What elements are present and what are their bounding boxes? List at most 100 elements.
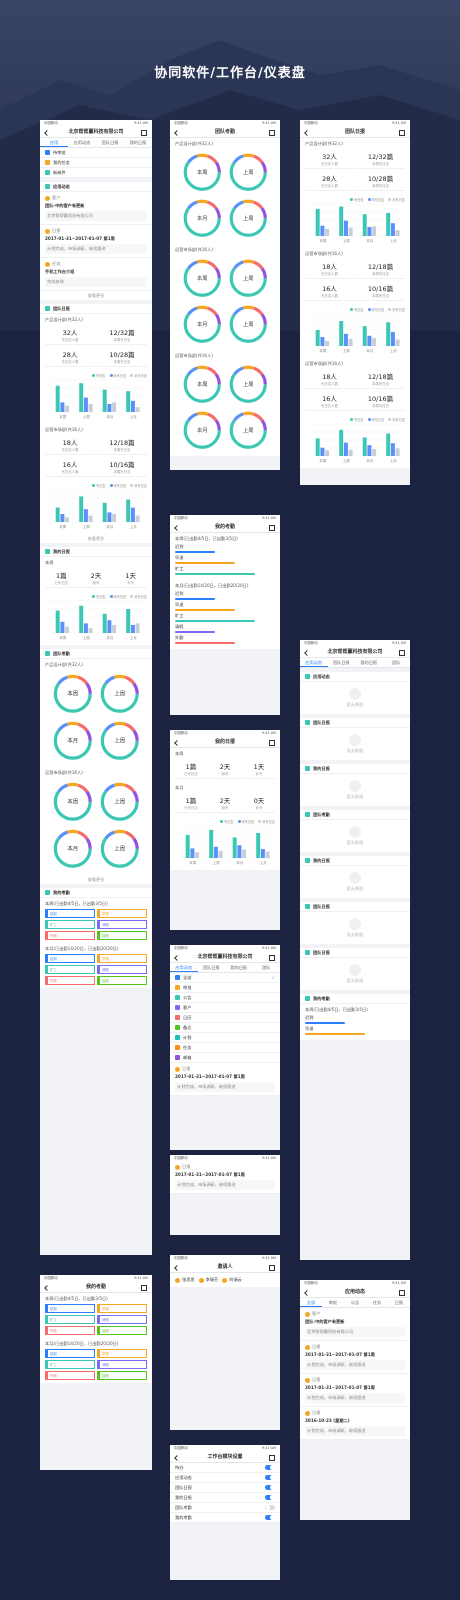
legend-label: 写日志 [223,820,234,824]
bar [386,212,391,236]
progress-item: 外勤 [175,635,275,644]
filter-item[interactable]: 审批 [170,983,280,993]
stat-label: 写日志人数 [321,272,338,276]
tab[interactable]: 我的日报 [360,660,378,665]
tab[interactable]: 团队 [392,660,401,665]
section-icon [305,766,310,771]
filter-item[interactable]: 日历 [170,1013,280,1023]
tab[interactable]: 团队日报 [332,660,350,665]
tab[interactable]: 应用动态 [300,658,328,667]
tag: 迟到 [45,1304,95,1313]
feed-text: 北京帮帮赢科技有限公司 [45,211,147,221]
bar [390,331,395,346]
empty-state: 暂无数据 [300,866,410,898]
filter-label: 邮箱 [183,1054,192,1060]
carrier: 中国移动 [44,121,58,125]
nav-bar: 邀请人 [170,1261,280,1273]
filter-item[interactable]: 任务 [170,1043,280,1053]
legend-item: 未写日志 [237,819,255,824]
tab[interactable]: 全部 [300,1298,322,1307]
progress-block: 本周(已出勤4/5日，已出勤3/5日) 迟到 早退 [300,1004,410,1040]
tab[interactable]: 公告 [350,1300,360,1305]
toggle-switch[interactable] [265,1464,275,1471]
toggle-switch[interactable] [265,1494,275,1501]
tab[interactable]: 审批 [328,1300,338,1305]
clock: 9:41 AM [262,516,276,520]
more-link[interactable]: 查看更多 [40,875,152,884]
legend-label: 未写日志 [241,820,255,824]
clock: 9:41 AM [262,121,276,125]
tab[interactable]: 任务 [372,1300,382,1305]
progress-label: 请假 [175,624,184,629]
toggle-switch[interactable] [265,1474,275,1481]
more-link[interactable]: 查看更多 [40,534,152,543]
stat: 28人 写日志人数 [305,171,354,191]
tab[interactable]: 我的日报 [129,140,147,145]
filter-item[interactable]: 邮箱 [170,1053,280,1063]
progress-caption: 本月(已出勤14/20日，已出勤20/20日) [175,583,249,588]
legend-item: 未写日志 [367,417,384,422]
menu-item[interactable]: 待审批 [40,148,152,158]
progress-caption: 本周(已出勤4/5日，已出勤3/5日) [305,1007,368,1012]
donut: 上周 [229,365,267,403]
tab[interactable]: 应用 [40,138,68,147]
contact-name: 李瑞芬 [205,1277,219,1282]
tag-block: 本周(已出勤4/5日，已出勤3/5日) 迟到 早退 旷工 请假 外勤 加班 [40,898,152,943]
toggle-switch[interactable] [265,1504,275,1511]
tag: 旷工 [45,1315,95,1324]
tab[interactable]: 团队日报 [202,965,220,970]
x-tick-label: 本月 [366,348,373,353]
tag: 早退 [97,1304,147,1313]
tab[interactable]: 日报 [394,1300,404,1305]
empty-state: 暂无数据 [300,728,410,760]
phone-screen: 中国移动 9:41 AM 我的考勤 本周(已出勤4/5日，已出勤3/5日) 迟到 早退 旷工… [170,515,280,715]
donut-caption: 产品设计部(共32人) [45,662,83,667]
carrier: 中国移动 [174,731,188,735]
section-header: 应用动态 [300,672,410,682]
filter-item[interactable]: 公告 [170,993,280,1003]
tab[interactable]: 团队日报 [101,140,119,145]
legend-swatch [349,418,353,421]
stat-label: 写日志人数 [321,184,338,188]
tab[interactable]: 团队 [262,965,271,970]
tab[interactable]: 应用动态 [73,140,91,145]
toggle-switch[interactable] [265,1484,275,1491]
section-icon [305,950,310,955]
progress-item: 迟到 [175,544,275,553]
stats-block: 产品设计部(共32人) 32人 写日志人数 12/32篇 本周写日志 28人 写日志人数 10… [40,314,152,370]
donut-label: 上周 [242,319,253,327]
filter-item[interactable]: 计划 [170,1033,280,1043]
menu-item[interactable]: 我的任务 [40,158,152,168]
filter-item[interactable]: 客户 [170,1003,280,1013]
donut-block: 产品设计部(共32人) 本周 上周 本月 上周 [40,659,152,767]
tab[interactable]: 我的日报 [230,965,248,970]
empty-text: 暂无数据 [346,978,364,983]
stat-label: 本周写日志 [372,404,389,408]
tag: 外勤 [45,976,95,985]
stat: 10/28篇 本周写日志 [97,347,147,367]
empty-icon [349,964,361,976]
section-header: 团队日报 [40,304,152,314]
legend-item: 未写日志 [109,483,127,488]
legend: 写日志 未写日志 补写日志 [305,417,405,422]
menu-item[interactable]: 新邮件 [40,168,152,178]
section-title: 我的考勤 [313,995,330,1001]
tag: 外勤 [45,1326,95,1335]
more-link[interactable]: 查看更多 [40,291,152,300]
empty-text: 暂无数据 [346,702,364,707]
toggle-row: 待办 [170,1463,280,1473]
filter-item[interactable]: 备忘 [170,1023,280,1033]
x-tick-label: 上月 [390,458,397,463]
clock: 9:41 AM [134,1276,148,1280]
tab[interactable]: 应用动态 [170,963,198,972]
tag: 旷工 [45,1360,95,1369]
legend-item: 补写日志 [130,594,147,599]
stats-caption: 产品设计部(共32人) [45,317,83,322]
nav-bar: 工作台模块设置 [170,1451,280,1463]
tag: 请假 [97,1360,147,1369]
toggle-switch[interactable] [265,1514,275,1521]
bar [112,402,117,412]
x-tick-label: 上月 [130,635,137,640]
legend-label: 未写日志 [113,484,127,488]
filter-item[interactable]: 全部 ✓ [170,973,280,983]
